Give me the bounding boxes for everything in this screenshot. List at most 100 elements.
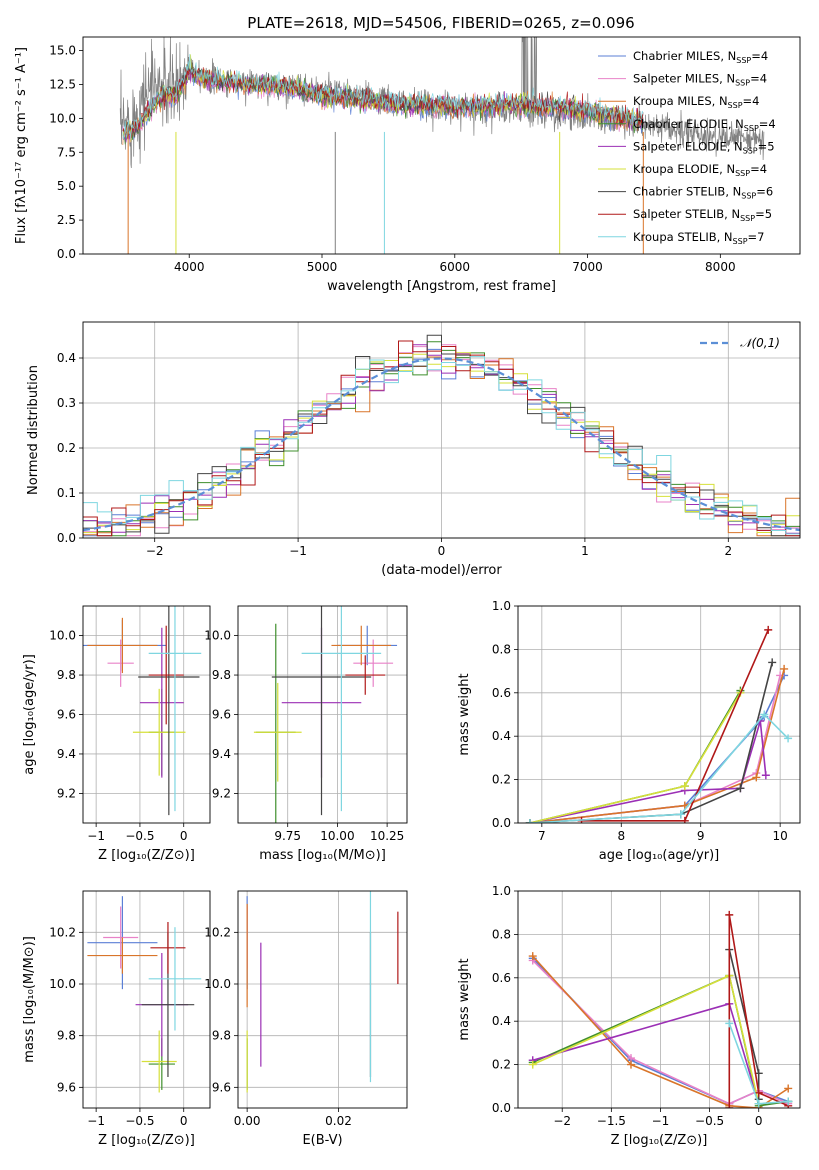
legend-label-1: Salpeter MILES, NSSP=4 bbox=[633, 72, 767, 88]
spectrum-xtick-label: 7000 bbox=[572, 260, 603, 274]
residuals-xlabel: (data-model)/error bbox=[381, 563, 502, 578]
legend-label-0: Chabrier MILES, NSSP=4 bbox=[633, 49, 768, 65]
age_vs_Z-ytick-label: 9.2 bbox=[57, 786, 76, 800]
spectrum-data bbox=[119, 37, 765, 254]
residuals-xtick-label: −1 bbox=[289, 544, 307, 558]
weight_vs_Z-marker bbox=[725, 1104, 734, 1108]
age_vs_mass-ytick-label: 9.8 bbox=[212, 668, 231, 682]
age_vs_mass-frame bbox=[237, 605, 408, 824]
spectrum-frame bbox=[82, 36, 801, 255]
age_vs_Z-point-8 bbox=[148, 606, 202, 812]
age_vs_mass-xlabel: mass [log₁₀(M/M⊙)] bbox=[259, 848, 386, 863]
spectrum-xtick-label: 4000 bbox=[174, 260, 205, 274]
weight_vs_Z-ytick-label: 0.4 bbox=[492, 1014, 511, 1028]
age_vs_Z-xlabel: Z [log₁₀(Z/Z⊙)] bbox=[98, 848, 195, 863]
age_vs_Z-ytick-label: 10.0 bbox=[49, 629, 76, 643]
weight_vs_Z-marker bbox=[784, 1097, 793, 1106]
age_vs_Z-xtick-label: −1 bbox=[87, 829, 105, 843]
weight_vs_Z-panel: −2 −1.5 −1 −0.5 0 0.0 0.2 0.4 0.6 0.8 1.0 Z [log₁₀(… bbox=[457, 884, 801, 1148]
age_vs_Z-ytick-label: 9.6 bbox=[57, 708, 76, 722]
residuals-ylabel: Normed distribution bbox=[26, 365, 41, 495]
age_vs_mass-xtick-label: 9.75 bbox=[274, 829, 301, 843]
age_vs_Z-xtick-label: 0 bbox=[180, 829, 188, 843]
residuals-ytick-label: 0.1 bbox=[57, 486, 76, 500]
weight_vs_age-panel: 7 8 9 10 0.0 0.2 0.4 0.6 0.8 1.0 age [log₁₀(age/yr… bbox=[457, 599, 801, 863]
weight_vs_Z-ytick-label: 0.2 bbox=[492, 1058, 511, 1072]
age_vs_mass-point-7 bbox=[345, 655, 386, 695]
spectrum-ytick-label: 7.5 bbox=[57, 145, 76, 159]
age_vs_Z-xtick-label: −0.5 bbox=[125, 829, 154, 843]
weight_vs_age-xlabel: age [log₁₀(age/yr)] bbox=[599, 848, 720, 863]
weight_vs_age-ytick-label: 0.0 bbox=[492, 816, 511, 830]
residuals-panel: −2 −1 0 1 2 0.0 0.1 0.2 0.3 0.4 (data-model)/error… bbox=[26, 321, 801, 578]
weight_vs_Z-marker bbox=[784, 1084, 793, 1093]
weight_vs_age-marker bbox=[752, 773, 761, 782]
mass_vs_ebv-ytick-label: 10.2 bbox=[204, 925, 231, 939]
age_vs_mass-panel: 9.75 10.00 10.25 9.2 9.4 9.6 9.8 10.0 mass [log₁… bbox=[204, 605, 408, 863]
residual-histogram-7 bbox=[83, 340, 800, 537]
weight_vs_age-ylabel: mass weight bbox=[457, 673, 472, 755]
mass_vs_Z-point-1 bbox=[103, 906, 139, 969]
spectrum-xlabel: wavelength [Angstrom, rest frame] bbox=[327, 279, 556, 294]
age_vs_mass-ytick-label: 9.4 bbox=[212, 747, 231, 761]
weight_vs_age-marker bbox=[761, 771, 770, 780]
mass_vs_Z-xtick-label: −0.5 bbox=[125, 1114, 154, 1128]
weight_vs_age-series-line-8 bbox=[529, 713, 789, 823]
mass_vs_Z-ytick-label: 9.8 bbox=[57, 1029, 76, 1043]
age_vs_mass-grid bbox=[238, 606, 407, 823]
weight_vs_age-marker bbox=[680, 782, 689, 791]
weight_vs_Z-marker bbox=[754, 1099, 763, 1108]
weight_vs_age-ytick-label: 0.4 bbox=[492, 729, 511, 743]
age_vs_Z-ytick-label: 9.4 bbox=[57, 747, 76, 761]
weight_vs_age-marker bbox=[525, 819, 534, 823]
weight_vs_Z-marker bbox=[528, 1060, 537, 1069]
weight_vs_age-series-line-2 bbox=[529, 668, 785, 823]
weight_vs_age-frame bbox=[517, 605, 801, 824]
weight_vs_age-ytick-label: 1.0 bbox=[492, 599, 511, 613]
residual-histogram-0 bbox=[83, 348, 800, 537]
mass_vs_Z-ylabel: mass [log₁₀(M/M⊙)] bbox=[22, 936, 37, 1063]
mass_vs_Z-point-7 bbox=[150, 922, 186, 974]
weight_vs_age-xtick-label: 10 bbox=[773, 829, 788, 843]
mass_vs_ebv-ytick-label: 9.6 bbox=[212, 1080, 231, 1094]
age_vs_Z-point-6 bbox=[138, 606, 200, 816]
weight_vs_Z-ytick-label: 0.8 bbox=[492, 927, 511, 941]
age_vs_mass-point-5 bbox=[253, 682, 302, 782]
weight_vs_age-ytick-label: 0.2 bbox=[492, 773, 511, 787]
weight_vs_age-marker bbox=[768, 658, 777, 667]
mass_vs_ebv-frame bbox=[237, 890, 408, 1109]
age_vs_Z-point-4 bbox=[139, 627, 184, 778]
mass_vs_Z-ytick-label: 10.0 bbox=[49, 977, 76, 991]
weight_vs_Z-xtick-label: −0.5 bbox=[695, 1114, 724, 1128]
spectrum-ytick-label: 2.5 bbox=[57, 213, 76, 227]
mass_vs_Z-ytick-label: 10.2 bbox=[49, 925, 76, 939]
age_vs_Z-point-2 bbox=[87, 617, 158, 674]
age_vs_mass-xtick-label: 10.00 bbox=[320, 829, 354, 843]
spectrum-ytick-label: 12.5 bbox=[49, 77, 76, 91]
weight_vs_Z-frame bbox=[517, 890, 801, 1109]
mass_vs_Z-panel: −1 −0.5 0 9.6 9.8 10.0 10.2 Z [log₁₀(Z/Z⊙)] mass… bbox=[22, 890, 211, 1148]
residuals-frame bbox=[82, 321, 801, 539]
age_vs_Z-point-7 bbox=[148, 625, 184, 725]
age_vs_Z-grid bbox=[83, 606, 210, 823]
weight_vs_age-marker bbox=[764, 625, 773, 634]
mass_vs_Z-xlabel: Z [log₁₀(Z/Z⊙)] bbox=[98, 1133, 195, 1148]
weight_vs_Z-ytick-label: 0.0 bbox=[492, 1101, 511, 1115]
mass_vs_Z-grid bbox=[83, 891, 210, 1108]
weight_vs_age-xtick-label: 7 bbox=[538, 829, 546, 843]
weight_vs_Z-marker bbox=[725, 910, 734, 919]
weight_vs_Z-xtick-label: −1 bbox=[652, 1114, 670, 1128]
residuals-xtick-label: 2 bbox=[724, 544, 732, 558]
weight_vs_Z-marker bbox=[725, 1019, 734, 1028]
legend-label-7: Salpeter STELIB, NSSP=5 bbox=[633, 207, 772, 223]
age_vs_Z-ytick-label: 9.8 bbox=[57, 668, 76, 682]
residuals-xtick-label: 0 bbox=[438, 544, 446, 558]
weight_vs_age-xtick-label: 9 bbox=[697, 829, 705, 843]
weight_vs_Z-ylabel: mass weight bbox=[457, 958, 472, 1040]
mass_vs_ebv-xtick-label: 0.00 bbox=[234, 1114, 261, 1128]
age_vs_Z-frame bbox=[82, 605, 211, 824]
spectrum-xtick-label: 6000 bbox=[440, 260, 471, 274]
age_vs_mass-point-8 bbox=[301, 606, 382, 812]
age_vs_mass-ytick-label: 9.6 bbox=[212, 708, 231, 722]
